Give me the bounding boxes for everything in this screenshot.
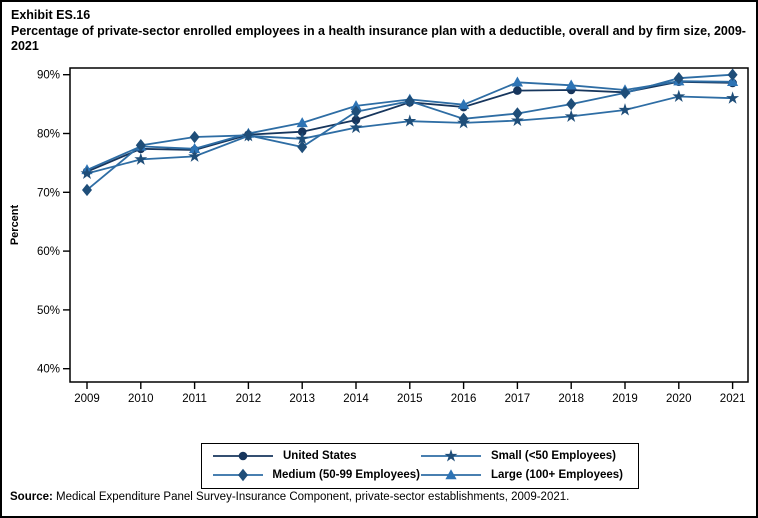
- x-tick-label: 2018: [558, 393, 584, 405]
- circle-marker: [297, 127, 307, 137]
- circle-marker: [513, 86, 522, 95]
- star-marker: [672, 89, 686, 102]
- star-marker: [241, 129, 255, 142]
- plot-area-border: [69, 67, 749, 383]
- x-tick-label: 2011: [182, 393, 207, 405]
- star-marker: [403, 114, 417, 127]
- legend-label: United States: [283, 450, 357, 462]
- legend-label: Small (<50 Employees): [491, 450, 616, 462]
- diamond-marker: [135, 139, 146, 152]
- chart-title-text: Percentage of private-sector enrolled em…: [11, 23, 746, 54]
- triangle-marker: [445, 469, 457, 480]
- triangle-marker: [296, 117, 308, 128]
- x-tick-label: 2012: [236, 393, 262, 405]
- legend-item-triangle: Large (100+ Employees): [420, 466, 628, 484]
- legend-label: Medium (50-99 Employees): [272, 469, 420, 481]
- chart-title: Exhibit ES.16 Percentage of private-sect…: [11, 8, 753, 55]
- legend-item-star: Small (<50 Employees): [420, 447, 628, 465]
- star-marker: [564, 109, 578, 122]
- circle-marker: [238, 451, 248, 461]
- chart-legend: United States Small (<50 Employees) Medium…: [201, 443, 639, 489]
- star-marker: [134, 152, 148, 165]
- diamond-marker: [566, 97, 577, 111]
- x-tick-label: 2010: [128, 393, 154, 405]
- x-tick-label: 2016: [451, 393, 477, 405]
- star-marker: [80, 166, 94, 179]
- source-text: Medical Expenditure Panel Survey-Insuran…: [52, 491, 570, 503]
- series-circle: [82, 77, 737, 177]
- triangle-marker: [511, 76, 523, 87]
- star-marker: [726, 91, 740, 104]
- x-tick-label: 2020: [666, 393, 692, 405]
- diamond-marker: [512, 107, 523, 120]
- triangle-marker: [458, 98, 470, 109]
- star-marker: [444, 449, 458, 462]
- diamond-marker: [351, 105, 361, 118]
- circle-marker: [351, 115, 361, 125]
- star-legend-icon: [421, 449, 481, 462]
- y-tick-label: 50%: [37, 305, 60, 317]
- series-diamond: [82, 68, 738, 197]
- star-marker: [457, 116, 471, 129]
- star-marker: [188, 149, 202, 162]
- diamond-marker: [620, 86, 630, 100]
- y-tick-label: 90%: [37, 70, 60, 82]
- star-marker: [295, 131, 309, 145]
- source-note: Source: Medical Expenditure Panel Survey…: [10, 491, 569, 503]
- circle-legend-icon: [213, 451, 273, 461]
- series-line: [86, 95, 733, 175]
- legend-label: Large (100+ Employees): [491, 469, 623, 481]
- diamond-marker: [673, 72, 684, 85]
- y-tick-label: 40%: [37, 364, 60, 376]
- x-tick-label: 2021: [720, 393, 746, 405]
- x-tick-label: 2017: [505, 393, 531, 405]
- y-tick-label: 70%: [37, 187, 60, 199]
- x-tick-label: 2014: [343, 393, 369, 405]
- legend-item-circle: United States: [212, 447, 420, 465]
- diamond-marker: [82, 183, 92, 197]
- triangle-marker: [727, 75, 739, 86]
- y-tick-label: 60%: [37, 246, 60, 258]
- legend-item-diamond: Medium (50-99 Employees): [212, 466, 420, 484]
- diamond-legend-icon: [213, 468, 264, 482]
- exhibit-number: Exhibit ES.16: [11, 8, 91, 22]
- star-marker: [510, 113, 524, 127]
- series-line: [86, 73, 733, 191]
- y-axis-title: Percent: [9, 204, 21, 245]
- x-tick-label: 2013: [289, 393, 315, 405]
- diamond-marker: [238, 468, 248, 482]
- source-label: Source:: [10, 491, 53, 503]
- x-tick-label: 2015: [397, 393, 423, 405]
- triangle-marker: [189, 142, 201, 153]
- diamond-marker: [297, 140, 308, 154]
- diamond-marker: [727, 68, 738, 81]
- series-star: [80, 89, 740, 179]
- triangle-marker: [565, 79, 577, 90]
- x-tick-label: 2019: [612, 393, 638, 405]
- y-tick-label: 80%: [37, 129, 60, 141]
- x-tick-label: 2009: [74, 393, 100, 405]
- triangle-marker: [350, 100, 362, 111]
- diamond-marker: [404, 94, 415, 108]
- diamond-marker: [189, 130, 200, 144]
- star-marker: [618, 103, 632, 116]
- chart-svg: 40% 50% 60% 70% 80% 90% 2009 2010 2011 2012 2013 20…: [9, 67, 749, 405]
- triangle-legend-icon: [421, 469, 481, 480]
- star-marker: [349, 120, 363, 134]
